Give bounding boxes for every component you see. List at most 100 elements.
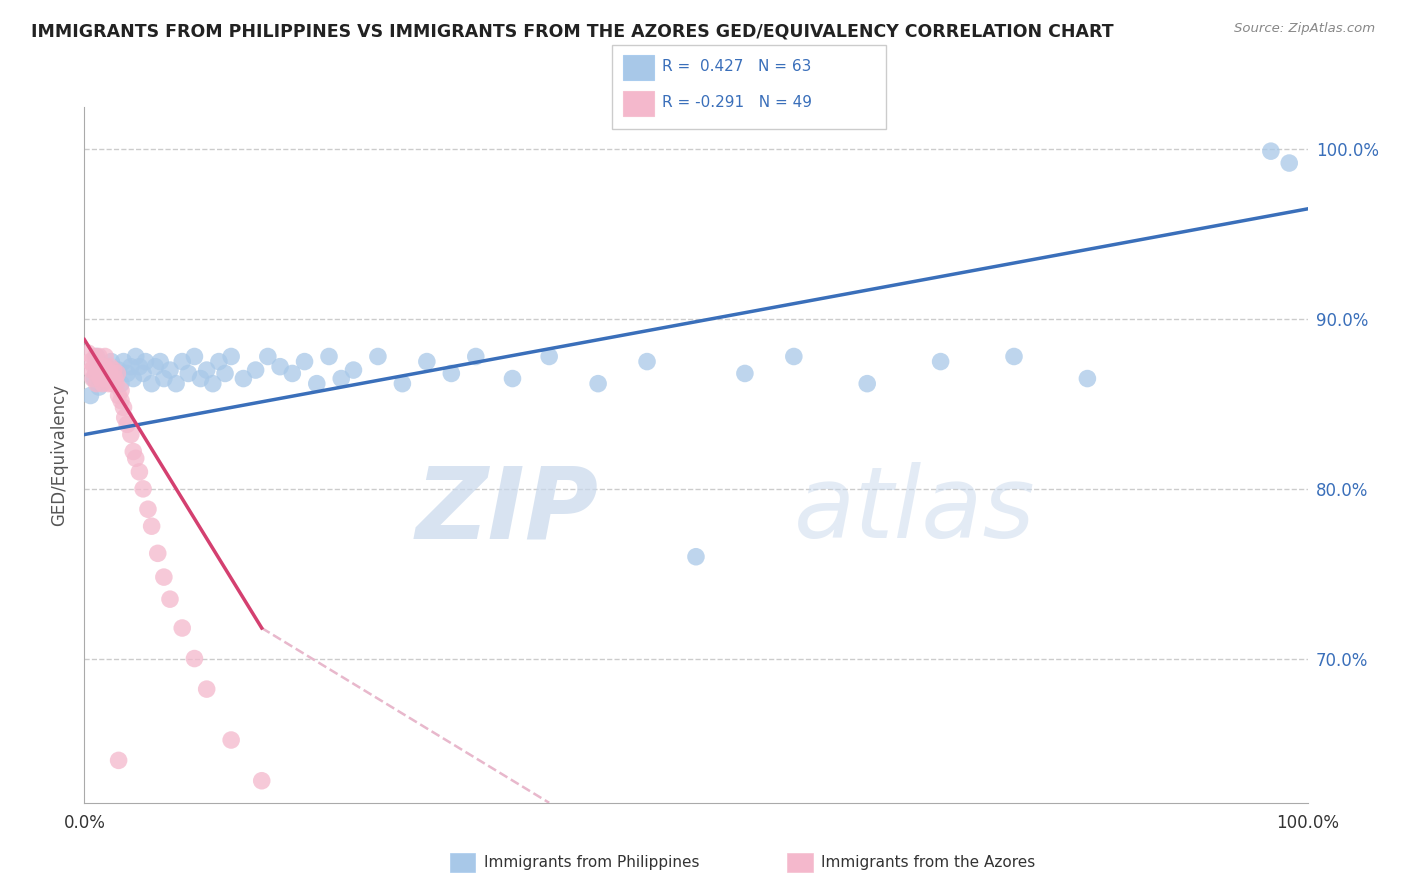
Point	[86, 367, 108, 381]
Point	[107, 363, 129, 377]
Point	[330, 371, 353, 385]
Point	[112, 401, 135, 415]
Point	[250, 773, 273, 788]
Point	[83, 359, 105, 374]
Point	[1260, 144, 1282, 158]
Point	[586, 376, 609, 391]
Point	[79, 388, 101, 402]
Point	[143, 359, 166, 374]
Point	[685, 549, 707, 564]
Point	[856, 376, 879, 391]
Point	[105, 376, 128, 391]
Point	[115, 367, 138, 381]
Point	[183, 350, 205, 364]
Point	[125, 350, 148, 364]
Point	[120, 427, 142, 442]
Point	[538, 350, 561, 364]
Point	[245, 363, 267, 377]
Point	[232, 371, 254, 385]
Point	[177, 367, 200, 381]
Point	[82, 371, 104, 385]
Point	[86, 363, 108, 377]
Point	[97, 376, 120, 391]
Point	[115, 417, 138, 432]
Point	[107, 753, 129, 767]
Point	[87, 350, 110, 364]
Point	[91, 367, 114, 381]
Point	[100, 354, 122, 368]
Point	[128, 359, 150, 374]
Point	[141, 519, 163, 533]
Point	[122, 371, 145, 385]
Point	[84, 350, 107, 364]
Point	[172, 354, 194, 368]
Text: R = -0.291   N = 49: R = -0.291 N = 49	[662, 95, 813, 110]
Point	[128, 465, 150, 479]
Point	[153, 570, 176, 584]
Point	[391, 376, 413, 391]
Point	[146, 546, 169, 560]
Text: R =  0.427   N = 63: R = 0.427 N = 63	[662, 60, 811, 74]
Point	[165, 376, 187, 391]
Point	[110, 376, 132, 391]
Point	[135, 354, 157, 368]
Point	[96, 359, 118, 374]
Point	[93, 359, 115, 374]
Text: IMMIGRANTS FROM PHILIPPINES VS IMMIGRANTS FROM THE AZORES GED/EQUIVALENCY CORREL: IMMIGRANTS FROM PHILIPPINES VS IMMIGRANT…	[31, 22, 1114, 40]
Point	[440, 367, 463, 381]
Point	[159, 592, 181, 607]
Point	[172, 621, 194, 635]
Point	[80, 363, 103, 377]
Point	[83, 371, 105, 385]
Point	[257, 350, 280, 364]
Point	[97, 363, 120, 377]
Point	[416, 354, 439, 368]
Point	[195, 682, 218, 697]
Point	[107, 388, 129, 402]
Point	[294, 354, 316, 368]
Point	[281, 367, 304, 381]
Y-axis label: GED/Equivalency: GED/Equivalency	[49, 384, 67, 526]
Point	[219, 733, 242, 747]
Point	[208, 354, 231, 368]
Point	[94, 350, 117, 364]
Point	[105, 367, 128, 381]
Point	[214, 367, 236, 381]
Point	[125, 451, 148, 466]
Point	[114, 410, 136, 425]
Point	[1278, 156, 1301, 170]
Point	[79, 354, 101, 368]
Text: Source: ZipAtlas.com: Source: ZipAtlas.com	[1234, 22, 1375, 36]
Point	[502, 371, 524, 385]
Point	[104, 371, 127, 385]
Point	[342, 363, 364, 377]
Point	[783, 350, 806, 364]
Point	[91, 367, 114, 381]
Point	[87, 359, 110, 374]
Point	[97, 371, 120, 385]
Text: atlas: atlas	[794, 462, 1035, 559]
Point	[149, 354, 172, 368]
Point	[1076, 371, 1098, 385]
Point	[96, 371, 118, 385]
Point	[110, 393, 132, 408]
Point	[464, 350, 486, 364]
Point	[136, 502, 159, 516]
Point	[132, 482, 155, 496]
Point	[122, 444, 145, 458]
Point	[87, 380, 110, 394]
Point	[183, 651, 205, 665]
Point	[190, 371, 212, 385]
Point	[97, 367, 120, 381]
Point	[104, 367, 127, 381]
Point	[269, 359, 291, 374]
Point	[367, 350, 389, 364]
Point	[89, 371, 111, 385]
Point	[112, 354, 135, 368]
Point	[141, 376, 163, 391]
Point	[86, 376, 108, 391]
Point	[101, 376, 124, 391]
Point	[120, 359, 142, 374]
Point	[159, 363, 181, 377]
Point	[86, 350, 108, 364]
